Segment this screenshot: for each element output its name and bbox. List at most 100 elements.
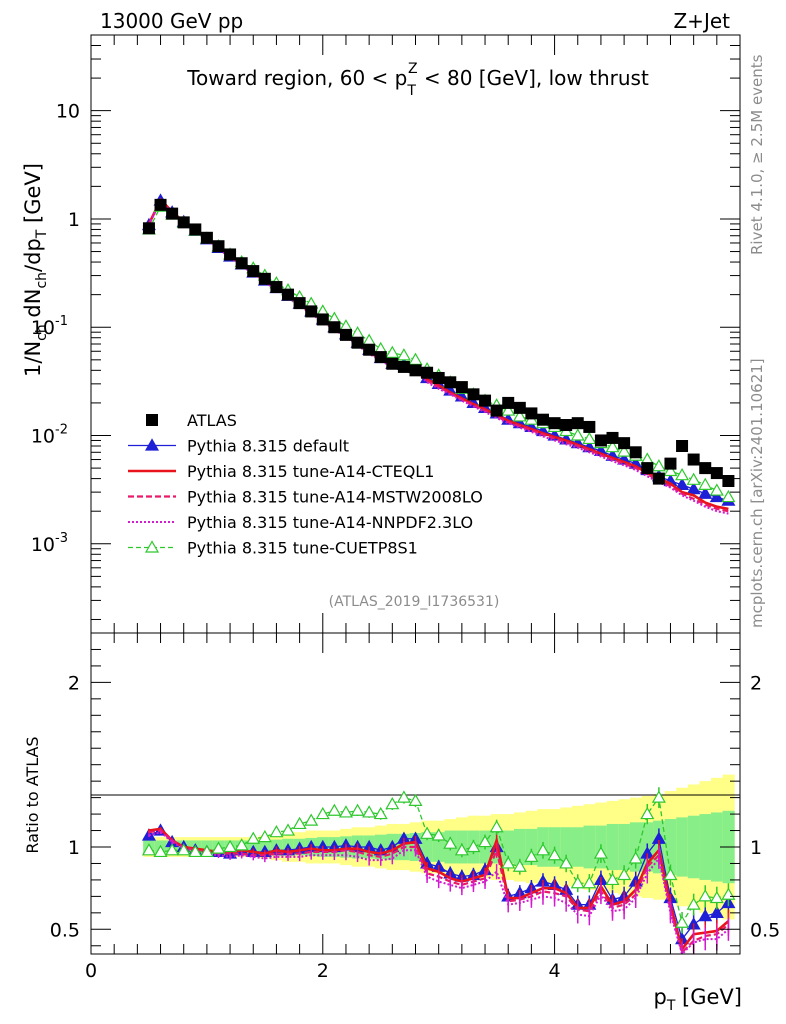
ratio-point — [478, 834, 493, 848]
data-point — [397, 360, 410, 373]
band-green — [560, 827, 573, 867]
band-green — [618, 823, 631, 871]
data-point — [200, 231, 213, 244]
ratio-point — [617, 867, 632, 881]
ratio-point — [709, 890, 724, 904]
band-green — [606, 823, 619, 871]
data-point — [709, 483, 724, 496]
ratio-point — [211, 841, 226, 854]
data-point — [444, 376, 457, 389]
data-point — [501, 403, 516, 416]
data-point — [350, 326, 365, 339]
ratio-point — [223, 839, 238, 853]
legend-label: Pythia 8.315 tune-A14-CTEQL1 — [187, 462, 434, 481]
ratio-point — [524, 849, 539, 862]
legend-entry: Pythia 8.315 default — [128, 437, 349, 456]
xtick-label: 2 — [317, 960, 329, 982]
data-point — [641, 462, 654, 475]
ratio-ytick-label: 0.5 — [50, 919, 80, 941]
data-point — [467, 388, 480, 401]
data-point — [629, 446, 642, 459]
ratio-ytick-label-right: 1 — [750, 837, 762, 859]
ratio-point — [489, 820, 504, 833]
ratio-point — [420, 826, 435, 839]
data-point — [432, 371, 445, 384]
data-point — [316, 313, 329, 326]
ratio-series-4 — [141, 787, 736, 934]
legend-label: Pythia 8.315 default — [187, 437, 349, 456]
ratio-ytick-label-right: 2 — [750, 672, 762, 694]
data-point — [502, 396, 515, 409]
ratio-point — [141, 843, 156, 856]
ratio-point — [547, 848, 562, 861]
ratio-point — [582, 876, 597, 889]
legend-label: ATLAS — [187, 411, 237, 430]
ratio-point — [651, 790, 666, 803]
legend-marker — [144, 438, 160, 451]
data-point — [396, 348, 411, 361]
xl-c: [GeV] — [675, 985, 742, 1009]
data-point — [189, 223, 202, 236]
main-series-group — [141, 193, 736, 515]
ratio-point — [408, 793, 423, 807]
main-ylabel: 1/Nch dNch/dpT [GeV] — [21, 163, 50, 377]
data-point — [582, 431, 597, 445]
data-point — [408, 352, 423, 365]
ratio-point — [199, 844, 214, 858]
ratio-ytick-label: 1 — [68, 837, 80, 859]
title-sup: Z — [408, 61, 418, 77]
data-point — [512, 409, 527, 422]
data-point — [687, 453, 700, 466]
legend-label: Pythia 8.315 tune-A14-MSTW2008LO — [187, 488, 483, 507]
data-point — [605, 439, 620, 453]
ratio-point — [675, 915, 690, 928]
legend-marker — [146, 414, 158, 426]
ratio-point — [338, 805, 353, 818]
data-point — [686, 481, 701, 495]
data-point — [270, 281, 283, 294]
ratio-point — [280, 823, 296, 836]
data-point — [154, 198, 167, 211]
ratio-point — [188, 844, 203, 858]
data-point — [455, 381, 468, 394]
data-point — [258, 272, 271, 285]
data-point — [305, 305, 318, 318]
band-green — [664, 819, 677, 875]
chart-title: Toward region, 60 < pTZ < 80 [GeV], low … — [186, 61, 649, 99]
data-point — [675, 467, 690, 481]
data-point — [617, 444, 632, 457]
legend-label: Pythia 8.315 tune-CUETP8S1 — [187, 539, 418, 558]
main-ytick-label: 10-3 — [31, 531, 68, 556]
data-point — [583, 420, 596, 433]
data-point — [490, 404, 503, 417]
data-point — [651, 459, 666, 472]
data-point — [571, 417, 584, 430]
ratio-point — [153, 844, 168, 858]
data-point — [699, 462, 712, 475]
legend-marker — [144, 540, 160, 553]
ratio-point — [535, 843, 551, 856]
xtick-label: 4 — [549, 960, 561, 982]
band-green — [571, 827, 585, 867]
data-point — [686, 472, 701, 485]
data-point — [536, 413, 549, 426]
data-point — [166, 207, 179, 220]
ratio-panel: 0.5 0.5 1 1 2 2 0 2 4 Ratio to ATLAS pT [GeV] — [23, 632, 780, 1014]
data-point — [386, 357, 399, 370]
series-0 — [142, 198, 735, 488]
data-point — [652, 472, 665, 485]
ratio-point — [292, 816, 307, 830]
data-point — [293, 297, 306, 310]
ratio-point — [373, 806, 388, 820]
energy-label: 13000 GeV pp — [100, 9, 243, 33]
data-point — [606, 431, 619, 444]
ratio-point — [396, 790, 411, 803]
series-5 — [141, 199, 736, 503]
data-point — [282, 288, 295, 301]
xlabel: pT [GeV] — [653, 985, 742, 1014]
data-point — [421, 366, 434, 379]
band-green — [583, 825, 596, 869]
data-point — [676, 440, 689, 453]
